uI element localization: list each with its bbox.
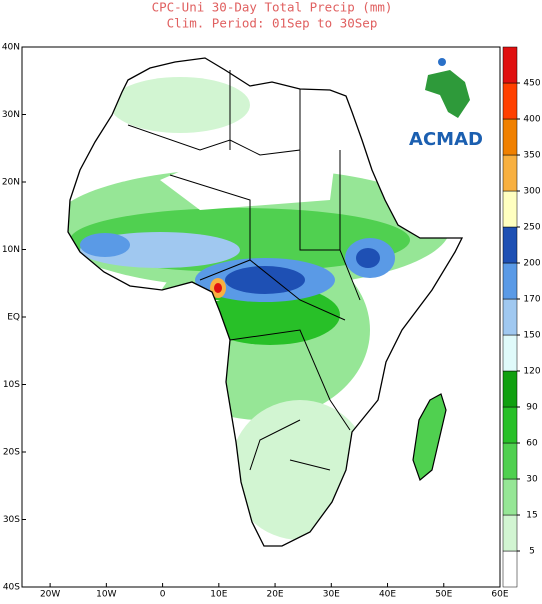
colorbar-label: 60 (526, 439, 538, 449)
colorbar-bin (502, 550, 518, 588)
y-tick-label: 10N (2, 245, 20, 255)
colorbar-bin (502, 118, 518, 156)
colorbar-bin (502, 226, 518, 264)
y-tick-label: 30S (3, 515, 20, 525)
colorbar-bin (502, 478, 518, 516)
colorbar-bin (502, 46, 518, 84)
colorbar-label: 30 (526, 475, 538, 485)
y-tick-label: 20N (2, 178, 20, 188)
y-tick-label: 10S (3, 380, 20, 390)
colorbar-label: 5 (529, 547, 535, 557)
colorbar-bin (502, 334, 518, 372)
x-tick-label: 50E (435, 590, 452, 600)
colorbar-bin (502, 406, 518, 444)
colorbar-label: 350 (523, 151, 540, 161)
x-tick-label: 20W (40, 590, 60, 600)
colorbar-label: 150 (523, 331, 540, 341)
colorbar-label: 450 (523, 79, 540, 89)
chart-subtitle: Clim. Period: 01Sep to 30Sep (167, 16, 378, 31)
x-tick-label: 40E (379, 590, 396, 600)
colorbar-label: 170 (523, 295, 540, 305)
colorbar-bin (502, 442, 518, 480)
colorbar-bin (502, 298, 518, 336)
colorbar-bin (502, 154, 518, 192)
colorbar-label: 120 (523, 367, 540, 377)
colorbar-bin (502, 190, 518, 228)
x-tick-label: 30E (323, 590, 340, 600)
x-tick-label: 20E (266, 590, 283, 600)
chart-title: CPC-Uni 30-Day Total Precip (mm) (152, 0, 393, 15)
y-tick-label: 20S (3, 448, 20, 458)
logo: ACMAD (409, 58, 483, 150)
y-tick-label: 30N (2, 110, 20, 120)
colorbar-bin (502, 514, 518, 552)
logo-text: ACMAD (409, 129, 483, 150)
x-tick-label: 10E (210, 590, 227, 600)
x-tick-label: 0 (160, 590, 166, 600)
map-layer (67, 57, 463, 547)
y-tick-label: 40N (2, 43, 20, 53)
colorbar-bin (502, 370, 518, 408)
colorbar-label: 400 (523, 115, 540, 125)
y-tick-label: EQ (7, 313, 20, 323)
colorbar-bin (502, 82, 518, 120)
x-tick-label: 10W (96, 590, 116, 600)
colorbar-label: 200 (523, 259, 540, 269)
colorbar-label: 250 (523, 223, 540, 233)
x-tick-label: 60E (491, 590, 508, 600)
colorbar-bin (502, 262, 518, 300)
colorbar-label: 90 (526, 403, 538, 413)
colorbar-label: 15 (526, 511, 537, 521)
y-tick-label: 40S (3, 583, 20, 593)
colorbar-label: 300 (523, 187, 540, 197)
